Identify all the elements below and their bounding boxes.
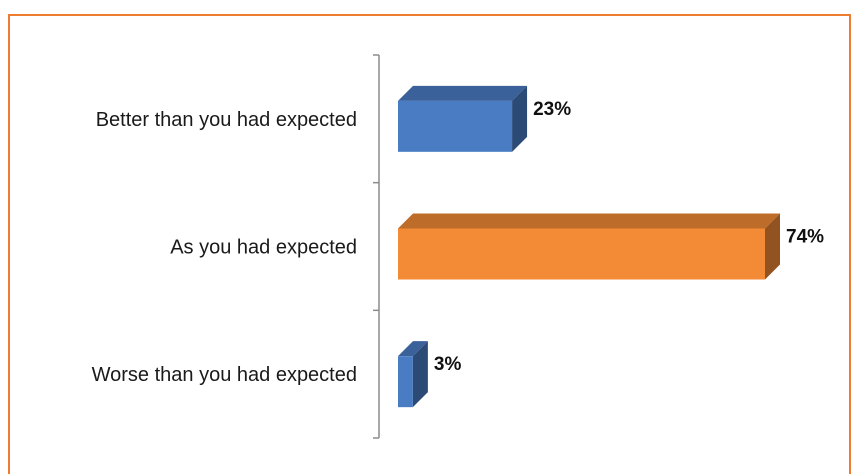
category-label: As you had expected xyxy=(170,237,357,259)
bar xyxy=(398,85,528,152)
bar-top-face xyxy=(398,213,780,229)
value-label: 23% xyxy=(533,99,571,120)
category-label: Worse than you had expected xyxy=(92,364,357,386)
bar xyxy=(398,213,780,280)
chart-frame xyxy=(8,14,851,474)
chart: Better than you had expected 23% As you ha… xyxy=(92,54,825,439)
value-label: 3% xyxy=(434,354,462,375)
bar-side-face xyxy=(765,213,780,280)
labels: Better than you had expected 23% As you ha… xyxy=(92,99,825,386)
bar-front-face xyxy=(398,228,765,280)
bar-front-face xyxy=(398,356,413,408)
bar xyxy=(398,341,428,408)
category-label: Better than you had expected xyxy=(96,109,357,131)
bar-top-face xyxy=(398,85,528,101)
value-label: 74% xyxy=(786,227,824,248)
bar-side-face xyxy=(412,341,428,408)
bar-front-face xyxy=(398,100,513,152)
bar-top-face xyxy=(398,341,428,357)
category-axis xyxy=(373,54,380,439)
bar-side-face xyxy=(512,85,528,152)
bars xyxy=(398,85,780,408)
